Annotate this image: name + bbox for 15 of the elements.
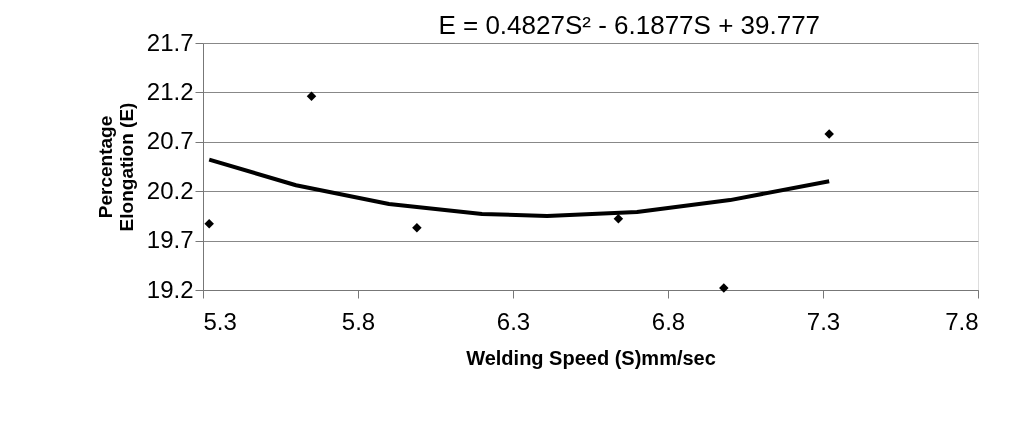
x-tick-label: 6.8 — [651, 307, 686, 335]
x-tick-label: 7.3 — [806, 307, 841, 335]
y-tick-label: 19.2 — [146, 275, 194, 303]
x-axis-title: Welding Speed (S)mm/sec — [466, 346, 716, 369]
x-tick-label: 5.3 — [203, 307, 237, 335]
y-axis-title: Percentage Elongation (E) — [94, 102, 137, 232]
y-tick-label: 21.7 — [146, 28, 194, 56]
y-tick-label: 20.2 — [146, 176, 194, 204]
text: E = 0.4827S² - 6.1877S + 39.777 — [438, 10, 821, 40]
x-tick-label: 7.8 — [945, 307, 979, 335]
y-tick-label: 21.2 — [146, 77, 194, 105]
y-tick-label: 19.7 — [146, 226, 194, 254]
x-tick-label: 5.8 — [341, 307, 376, 335]
y-tick-label: 20.7 — [146, 127, 194, 155]
x-tick-label: 6.3 — [496, 307, 531, 335]
